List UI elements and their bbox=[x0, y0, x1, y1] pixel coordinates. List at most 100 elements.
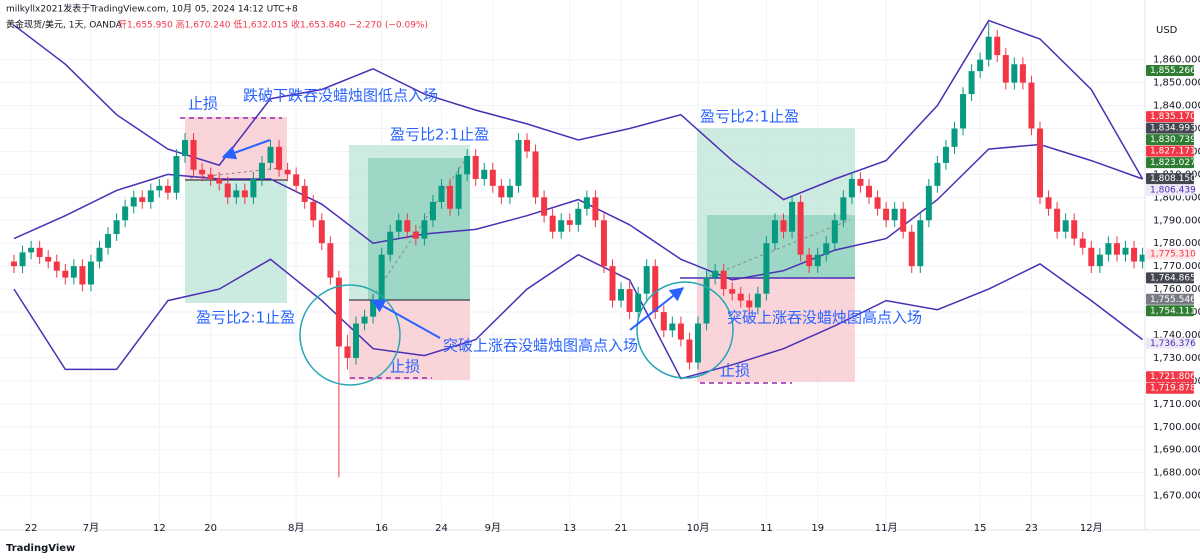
candle-body bbox=[549, 215, 556, 232]
candle-body bbox=[720, 270, 727, 290]
candle-body bbox=[472, 156, 479, 179]
candle-body bbox=[1019, 64, 1026, 83]
x-tick-label: 23 bbox=[1025, 523, 1038, 534]
price-label: 1,830.739 bbox=[1150, 135, 1196, 145]
x-tick-label: 11月 bbox=[875, 522, 898, 534]
candle-body bbox=[70, 266, 77, 278]
annotation: 盈亏比2:1止盈 bbox=[390, 126, 489, 144]
price-label: 1,855.266 bbox=[1150, 66, 1196, 76]
quote: 开1,655.950 高1,670.240 低1,632.015 收1,653.… bbox=[118, 19, 428, 31]
y-tick-label: 1,730.000 bbox=[1153, 353, 1200, 364]
x-tick-label: 16 bbox=[375, 523, 388, 534]
trade-path bbox=[709, 219, 851, 277]
price-label-box bbox=[1146, 371, 1194, 383]
price-label-box bbox=[1146, 248, 1194, 260]
price-label-box bbox=[1146, 184, 1194, 196]
candle-body bbox=[455, 174, 462, 209]
candle-body bbox=[771, 220, 778, 244]
candle-body bbox=[395, 220, 402, 232]
y-tick-label: 1,700.000 bbox=[1153, 422, 1200, 433]
candle-body bbox=[883, 208, 890, 221]
price-label-box bbox=[1146, 157, 1194, 169]
x-tick-label: 20 bbox=[204, 523, 217, 534]
candle-body bbox=[318, 220, 325, 244]
price-label: 1,764.865 bbox=[1150, 273, 1196, 283]
candle-body bbox=[122, 206, 129, 221]
candle-body bbox=[139, 197, 146, 202]
candle-body bbox=[746, 300, 753, 308]
candle-body bbox=[207, 174, 214, 179]
candle-body bbox=[618, 289, 625, 301]
candle-body bbox=[404, 220, 411, 232]
price-label: 1,721.806 bbox=[1150, 372, 1196, 382]
stop-zone bbox=[349, 300, 470, 380]
annotation: 突破上涨吞没蜡烛图高点入场 bbox=[443, 337, 638, 355]
candle-body bbox=[600, 220, 607, 267]
y-tick-label: 1,790.000 bbox=[1153, 215, 1200, 226]
candle-body bbox=[190, 139, 197, 170]
candle-body bbox=[1122, 247, 1129, 255]
candle-body bbox=[506, 185, 513, 198]
candle-body bbox=[489, 169, 496, 186]
y-tick-label: 1,670.000 bbox=[1153, 491, 1200, 502]
bollinger-band bbox=[13, 253, 1144, 380]
candle-body bbox=[754, 293, 761, 308]
candle-body bbox=[96, 247, 103, 262]
x-tick-label: 13 bbox=[563, 523, 576, 534]
candle-body bbox=[267, 146, 274, 163]
annotation: 止损 bbox=[188, 95, 218, 113]
price-label-box bbox=[1146, 305, 1194, 317]
candle-body bbox=[62, 270, 69, 278]
candle-body bbox=[1079, 238, 1086, 248]
candle-body bbox=[951, 128, 958, 147]
x-tick-label: 8月 bbox=[288, 522, 304, 534]
y-tick-label: 1,690.000 bbox=[1153, 445, 1200, 456]
price-label: 1,775.310 bbox=[1150, 249, 1196, 259]
candle-body bbox=[566, 220, 573, 225]
candle-body bbox=[652, 266, 659, 313]
candle-body bbox=[524, 139, 530, 152]
price-label: 1,827.171 bbox=[1150, 147, 1196, 157]
candle-body bbox=[310, 201, 317, 221]
price-label: 1,755.546 bbox=[1150, 295, 1196, 305]
chart-title: 黄金现货/美元, 1天, OANDA bbox=[6, 19, 123, 31]
candle-body bbox=[712, 270, 719, 278]
candle-body bbox=[686, 339, 693, 363]
candle-body bbox=[1071, 220, 1078, 239]
price-label: 1,754.111 bbox=[1150, 306, 1196, 316]
candle-body bbox=[156, 185, 163, 191]
candle-body bbox=[361, 316, 368, 324]
candle-body bbox=[917, 220, 924, 267]
candle-body bbox=[703, 277, 710, 324]
candle-body bbox=[532, 151, 539, 198]
candle-body bbox=[216, 178, 223, 184]
annotation: 止损 bbox=[390, 358, 420, 376]
candle-body bbox=[1062, 220, 1069, 232]
price-label: 1,823.027 bbox=[1150, 158, 1196, 168]
candle-body bbox=[643, 266, 650, 294]
candle-body bbox=[558, 220, 565, 232]
price-label-box bbox=[1146, 382, 1194, 394]
x-tick-label: 11 bbox=[760, 523, 773, 534]
currency: USD bbox=[1156, 25, 1178, 36]
x-tick-label: 7月 bbox=[83, 522, 99, 534]
y-tick-label: 1,850.000 bbox=[1153, 78, 1200, 89]
price-label-box bbox=[1146, 272, 1194, 284]
candle-body bbox=[575, 208, 582, 225]
highlight-circle bbox=[636, 281, 734, 379]
candle-body bbox=[814, 254, 821, 267]
candle-body bbox=[481, 169, 488, 179]
price-label: 1,834.993 bbox=[1150, 124, 1196, 134]
candle-body bbox=[327, 243, 334, 278]
annotation: 盈亏比2:1止盈 bbox=[700, 108, 799, 126]
bollinger-band bbox=[13, 19, 1144, 201]
price-label: 1,806.439 bbox=[1150, 186, 1196, 196]
candle-body bbox=[942, 146, 949, 163]
candle-body bbox=[344, 346, 351, 358]
candle-body bbox=[182, 139, 188, 157]
candle-body bbox=[874, 197, 881, 209]
candle-body bbox=[1088, 247, 1095, 267]
plot-area bbox=[11, 19, 1145, 478]
